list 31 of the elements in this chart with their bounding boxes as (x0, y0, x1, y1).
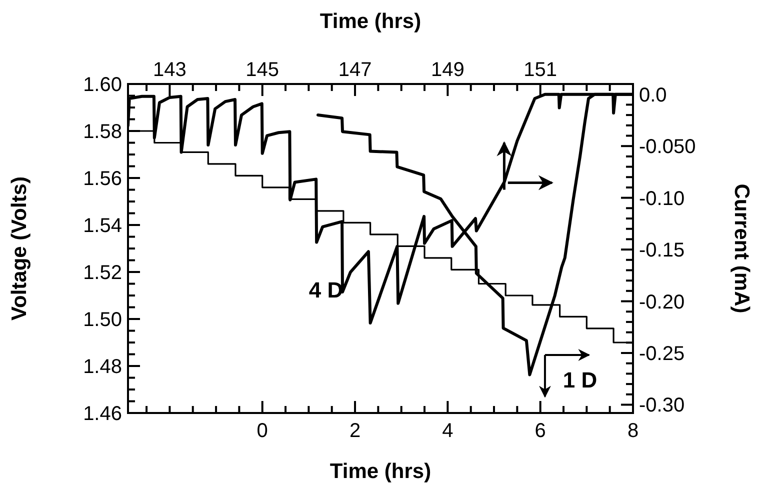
y-tick-label: 1.50 (83, 309, 122, 331)
y2-axis-title: Current (mA) (730, 184, 753, 314)
y2-tick-label: -0.10 (639, 188, 685, 210)
x-tick-label: 0 (256, 420, 268, 442)
y-axis-title: Voltage (Volts) (8, 176, 31, 320)
y-tick-label: 1.56 (83, 168, 122, 190)
y-tick-label: 1.52 (83, 262, 122, 284)
y2-tick-label: -0.30 (639, 394, 685, 417)
y2-tick-label: 0.0 (639, 84, 667, 106)
x2-tick-label: 147 (338, 59, 372, 81)
x-axis-title: Time (hrs) (330, 460, 432, 483)
x-tick-label: 6 (534, 420, 546, 442)
x2-tick-label: 145 (246, 59, 280, 81)
y-tick-label: 1.54 (83, 215, 122, 237)
x2-axis-title: Time (hrs) (320, 10, 422, 33)
y-tick-label: 1.48 (83, 356, 122, 378)
x2-tick-label: 149 (430, 59, 464, 81)
y-tick-label: 1.58 (83, 121, 122, 143)
annotation: 4 D (308, 278, 344, 303)
x2-tick-label: 151 (524, 59, 558, 81)
y2-tick-label: -0.25 (639, 342, 685, 365)
x-tick-label: 2 (349, 420, 361, 442)
y-tick-label: 1.60 (83, 74, 122, 96)
x2-tick-label: 143 (153, 59, 186, 81)
x-tick-label: 8 (627, 420, 639, 442)
annotation: 1 D (562, 368, 598, 393)
y-tick-label: 1.46 (83, 403, 122, 425)
x-tick-label: 4 (442, 420, 454, 442)
y2-tick-label: -0.20 (639, 291, 685, 314)
y2-tick-label: -0.15 (639, 240, 685, 262)
y2-tick-label: -0.050 (639, 136, 696, 158)
